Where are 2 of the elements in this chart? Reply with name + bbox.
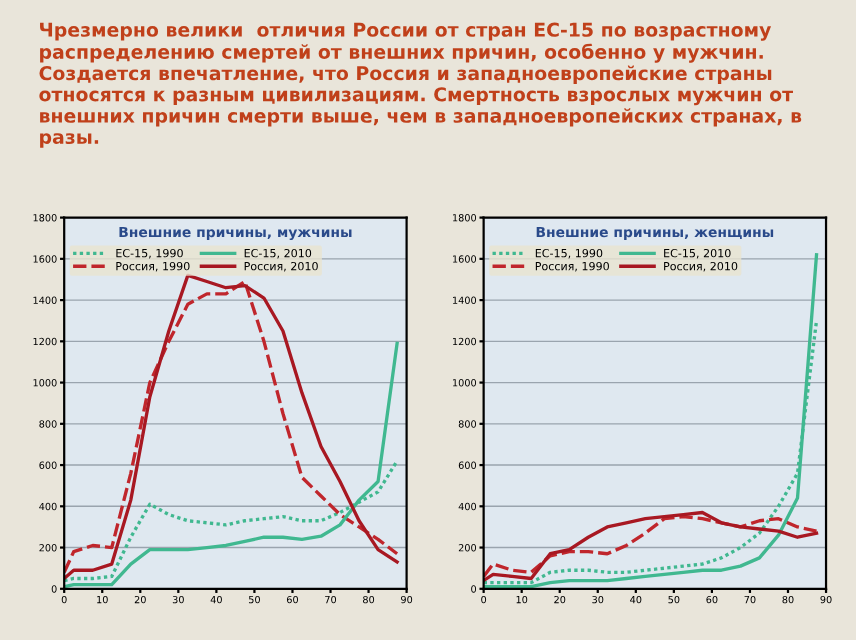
line-series bbox=[64, 341, 399, 589]
text: Чрезмерно велики отличия России от стран ЕС-15 по возрастному распределению смертей от внешних причин, особенно у мужчин. Создается впечатление, что Россия и западноевропейские страны относятся к разным цивилизациям. Смертность взрослых мужчин от внешних причин смерти выше, чем в западноевропейских странах, в разы. bbox=[39, 22, 802, 148]
